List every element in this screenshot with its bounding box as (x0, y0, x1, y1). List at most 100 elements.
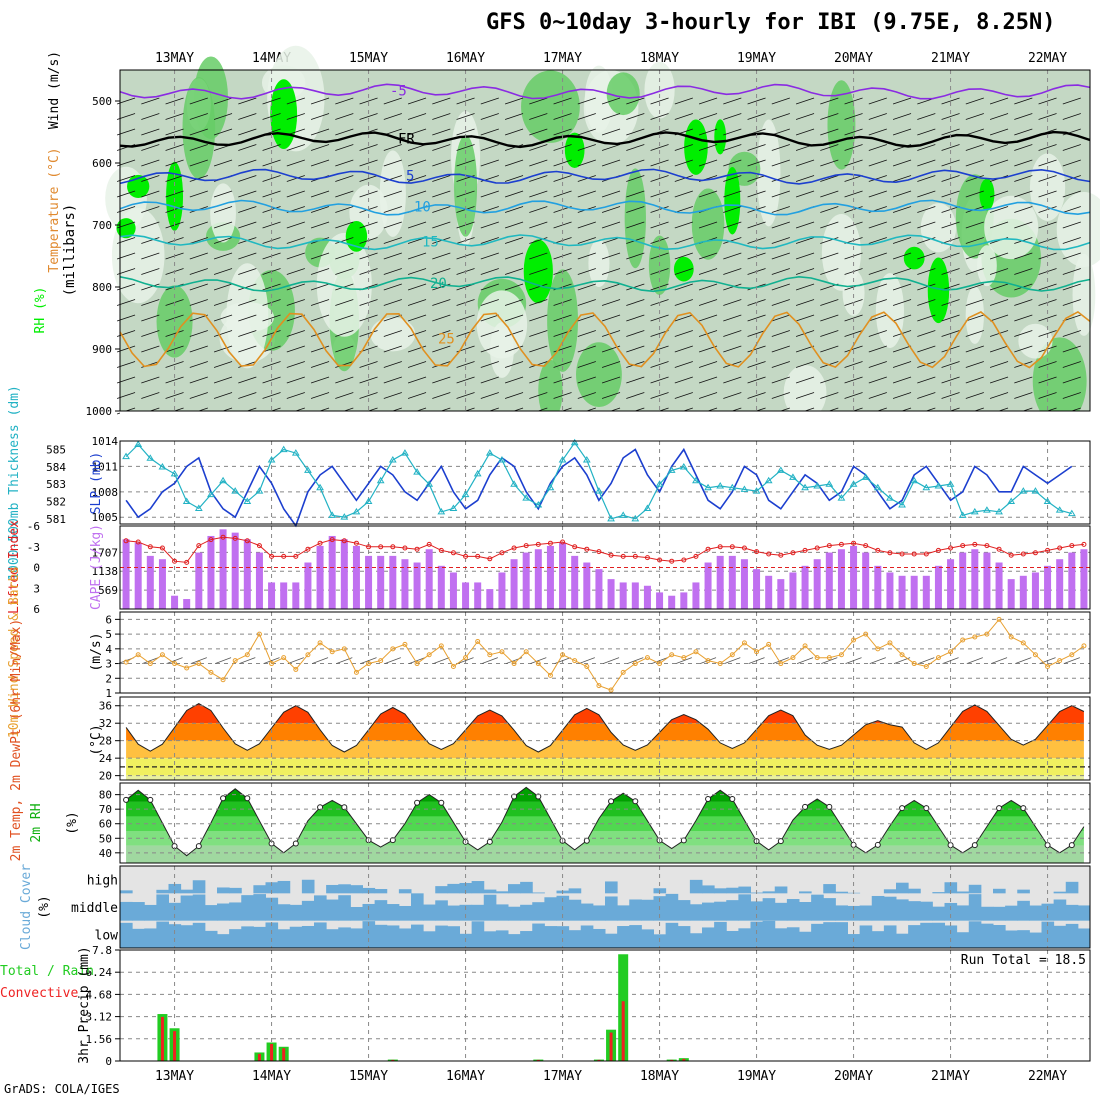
wind10m-barb (942, 657, 959, 664)
rh-shade (588, 239, 610, 287)
cape-bar (498, 572, 506, 609)
wind-barb (456, 361, 475, 368)
wind-barb (213, 97, 233, 105)
wind10m-barb (990, 657, 1008, 664)
cloud-layer-bar (871, 931, 885, 948)
wind-speed-marker (220, 677, 226, 683)
wind-barb (577, 252, 596, 260)
wind-barb (941, 128, 960, 136)
wind-barb (868, 175, 887, 182)
rh2m-tick-label: 50 (99, 832, 112, 845)
lifted-index-marker (1032, 550, 1038, 556)
wind-barb (1062, 345, 1081, 353)
cape-bar (534, 549, 542, 609)
wind-speed-marker (499, 649, 505, 655)
cloud-frame (119, 865, 1091, 949)
wind-barb (601, 376, 621, 384)
wind-barb (141, 113, 160, 120)
wind-barb (189, 113, 208, 120)
cloud-layer-bar (617, 926, 630, 948)
slp-axis-label: SLP (mb) (89, 452, 104, 515)
wind-barb (213, 283, 233, 291)
lifted-index-marker (948, 545, 954, 551)
cape-bar (704, 562, 712, 609)
cloud-layer-bar (192, 880, 206, 894)
cloud-layer-bar (374, 900, 388, 921)
wind-barb (1038, 113, 1057, 120)
wind-barb (723, 97, 742, 105)
wind-barb (674, 330, 693, 337)
cloud-layer-bar (568, 888, 582, 894)
date-label-bottom: 17MAY (543, 1069, 582, 1084)
wind-barb (941, 144, 960, 151)
thickness-marker (122, 452, 130, 460)
thickness-marker (376, 476, 385, 484)
cloud-layer-bar (326, 929, 339, 948)
wind-barb (310, 299, 330, 306)
wind-barb (310, 345, 330, 353)
wind-barb (456, 392, 475, 399)
cloud-layer-bar (1077, 928, 1091, 948)
wind-speed-marker (838, 652, 844, 658)
li-tick-label: -3 (27, 541, 40, 554)
cloud-layer-bar (726, 930, 739, 948)
isotherm-line (119, 234, 1091, 251)
wind-barb (165, 144, 184, 151)
thickness-marker (643, 504, 652, 511)
temp-tick-label: 28 (99, 735, 112, 748)
cloud-layer-bar (520, 931, 533, 948)
precip-tick-label: 0 (105, 1055, 112, 1068)
wind-barb (359, 330, 378, 337)
lifted-index-marker (1045, 547, 1051, 553)
wind-barb (383, 345, 402, 353)
wind-barb (310, 361, 330, 368)
wind-speed-marker (717, 661, 723, 667)
wind-barb (771, 144, 790, 151)
wind-speed-marker (754, 649, 760, 655)
wind-barb (529, 392, 548, 399)
wind-speed-marker (414, 661, 420, 667)
wind-barb (432, 97, 451, 105)
wind10m-barb (433, 657, 450, 664)
wind-barb (868, 144, 887, 151)
temp-band (126, 775, 1084, 780)
wind-barb (965, 345, 984, 353)
precip-convective-bar (173, 1031, 177, 1061)
wind-barb (141, 128, 160, 136)
cloud-layer-bar (726, 900, 739, 921)
isotherm-label: 25 (438, 332, 455, 348)
cloud-layer-bar (1077, 905, 1091, 921)
lifted-index-marker (644, 555, 650, 561)
wind-barb (795, 376, 815, 384)
wind-barb (553, 97, 572, 105)
wind-speed-marker (984, 631, 990, 637)
wind-barb (747, 330, 766, 337)
wind-barb (335, 376, 354, 384)
rh-shade (490, 322, 514, 378)
wind-barb (747, 97, 766, 105)
thickness-marker (243, 497, 252, 505)
cape-bar (862, 552, 870, 609)
precip-tick-label: 1.56 (86, 1033, 113, 1046)
wind-tick-label: 4 (105, 643, 112, 656)
precip-total-axis-label: Total / Rain (0, 964, 94, 979)
cloud-layer-bar (823, 898, 836, 921)
thickness-marker (498, 456, 506, 463)
wind-barb (650, 392, 669, 399)
isotherm-label: -5 (390, 84, 407, 100)
wind-barb (989, 221, 1009, 229)
wind-speed-marker (778, 661, 784, 667)
wind-barb (189, 252, 208, 260)
wind-barb (626, 159, 645, 167)
pressure-axis-label: (millibars) (62, 204, 78, 297)
cape-bar (377, 555, 385, 609)
precip-convective-bar (160, 1016, 164, 1061)
cloud-layer-bar (762, 891, 776, 894)
wind-barb (771, 314, 790, 322)
wind-barb (504, 361, 524, 368)
cloud-layer-bar (750, 901, 764, 921)
rh-shade (606, 72, 640, 116)
wind-barb (359, 113, 378, 120)
lifted-index-marker (729, 544, 735, 550)
